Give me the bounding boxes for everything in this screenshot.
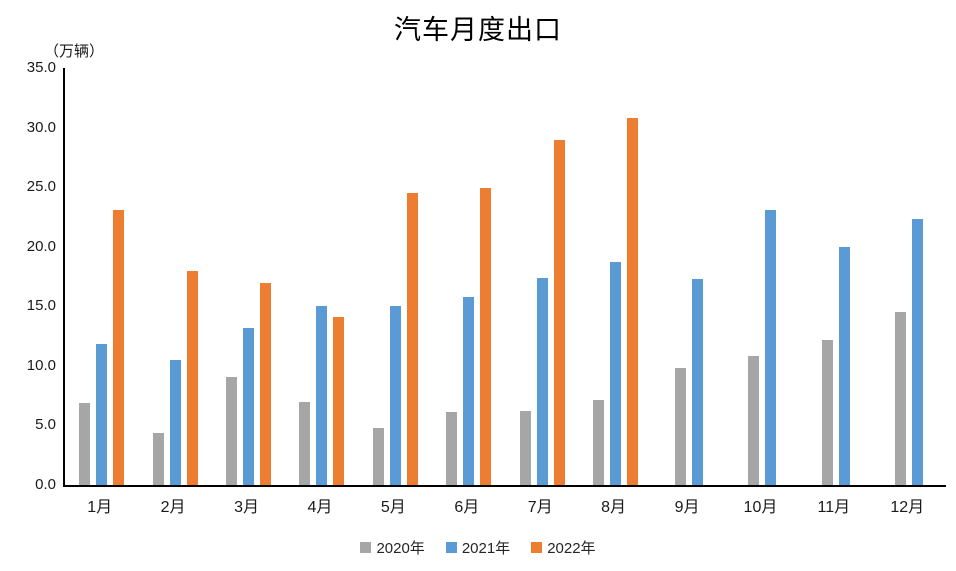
x-tick-label-2月: 2月: [160, 499, 186, 516]
chart-title: 汽车月度出口: [394, 15, 562, 46]
bar-2021年-12月: [912, 219, 924, 485]
bar-2020年-11月: [821, 339, 833, 485]
bar-group-10月: [726, 68, 799, 485]
bar-group-11月: [799, 68, 872, 485]
bar-2020年-6月: [446, 412, 458, 485]
bar-2020年-3月: [226, 376, 238, 485]
bar-2020年-7月: [519, 411, 531, 485]
bar-2021年-2月: [169, 359, 181, 485]
x-tick-label-3月: 3月: [234, 499, 259, 516]
x-axis-tick-labels: 1月 2月 3月 4月 5月 6月 7月 8月 9月 10月 11月 12月: [63, 493, 944, 519]
bar-2021年-9月: [692, 278, 704, 485]
bar-2020年-10月: [748, 356, 760, 485]
legend-label-2020: 2020年: [376, 540, 425, 557]
bar-2022年-7月: [553, 139, 565, 485]
bar-2022年-2月: [186, 270, 198, 485]
y-axis-tick-labels: 35.0 30.0 25.0 20.0 15.0 10.0 5.0 0.0: [0, 0, 56, 571]
bar-2022年-1月: [113, 209, 125, 485]
bar-2022年-5月: [406, 193, 418, 485]
bar-2020年-8月: [593, 400, 605, 485]
bar-group-5月: [359, 68, 432, 485]
bar-2020年-2月: [152, 432, 164, 485]
y-tick-label-35.0: 35.0: [26, 59, 56, 76]
legend-label-2021: 2021年: [461, 540, 511, 557]
bar-2021年-10月: [765, 209, 777, 485]
y-tick-label-0.0: 0.0: [35, 476, 56, 493]
legend-label-2022: 2022年: [547, 540, 596, 557]
x-tick-label-12月: 12月: [890, 499, 925, 516]
y-tick-label-20.0: 20.0: [26, 237, 56, 255]
bar-group-7月: [506, 68, 579, 485]
y-tick-label-30.0: 30.0: [26, 118, 56, 136]
bar-2022年-8月: [627, 118, 639, 485]
bar-group-8月: [579, 68, 652, 485]
x-tick-label-8月: 8月: [601, 499, 627, 516]
bar-2020年-4月: [299, 401, 311, 485]
bar-group-1月: [65, 68, 138, 485]
chart-legend: 2020年 2021年 2022年: [0, 537, 956, 558]
bar-group-9月: [652, 68, 725, 485]
bar-2021年-6月: [463, 296, 475, 485]
legend-marker-2022: [531, 542, 543, 553]
bar-2021年-3月: [243, 327, 255, 485]
bar-group-4月: [285, 68, 358, 485]
bar-2020年-9月: [675, 368, 687, 485]
bar-group-3月: [212, 68, 285, 485]
bar-2021年-5月: [389, 306, 401, 485]
bar-2020年-1月: [79, 402, 91, 485]
legend-marker-2021: [445, 542, 457, 553]
plot-area: [63, 68, 946, 487]
legend-item-2020: 2020年: [360, 537, 425, 558]
bar-2022年-6月: [480, 188, 492, 485]
legend-marker-2020: [360, 542, 372, 553]
bar-2021年-7月: [536, 277, 548, 485]
y-tick-label-5.0: 5.0: [35, 416, 56, 434]
y-tick-label-25.0: 25.0: [26, 178, 56, 196]
y-tick-label-15.0: 15.0: [26, 297, 56, 315]
x-tick-label-5月: 5月: [380, 499, 406, 516]
y-tick-label-10.0: 10.0: [26, 356, 56, 374]
bar-2021年-4月: [316, 306, 328, 485]
bar-2022年-3月: [260, 282, 272, 485]
bar-2020年-12月: [895, 312, 907, 485]
x-tick-label-4月: 4月: [307, 499, 333, 516]
legend-item-2021: 2021年: [445, 537, 511, 558]
bar-2022年-4月: [333, 317, 345, 485]
bar-group-2月: [138, 68, 211, 485]
x-tick-label-11月: 11月: [817, 499, 851, 516]
legend-item-2022: 2022年: [531, 537, 596, 558]
bar-2021年-1月: [96, 344, 108, 485]
x-tick-label-7月: 7月: [527, 499, 553, 516]
bar-2021年-8月: [610, 262, 622, 485]
y-axis-unit-label: （万辆）: [44, 43, 105, 60]
bar-2020年-5月: [372, 427, 384, 485]
bar-2021年-11月: [838, 246, 850, 485]
x-tick-label-6月: 6月: [454, 499, 480, 516]
x-tick-label-9月: 9月: [674, 499, 700, 516]
x-tick-label-1月: 1月: [87, 499, 113, 516]
bar-group-12月: [873, 68, 946, 485]
bar-group-6月: [432, 68, 505, 485]
x-tick-label-10月: 10月: [743, 499, 778, 516]
